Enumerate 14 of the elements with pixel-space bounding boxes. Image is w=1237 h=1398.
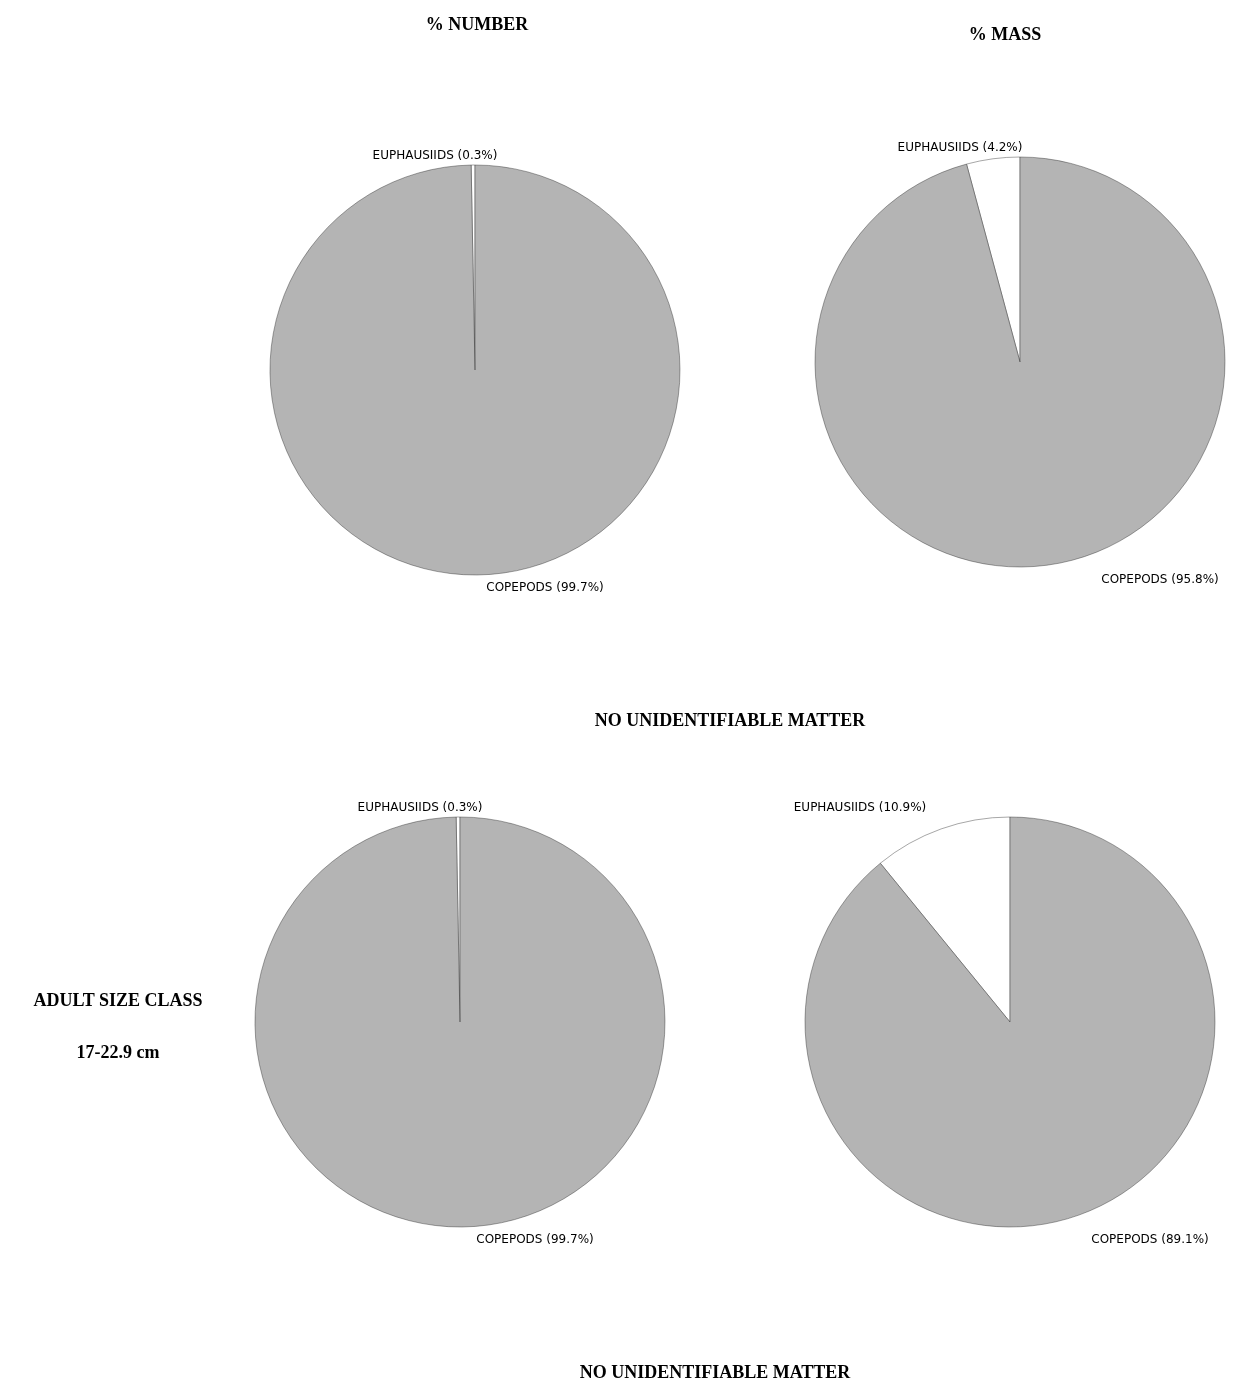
text: ADULT SIZE CLASS [33, 990, 203, 1010]
chart-title: % MASS [968, 24, 1042, 44]
slice-label: COPEPODS (99.7%) [476, 1232, 594, 1246]
slice-label: COPEPODS (99.7%) [486, 580, 604, 594]
slice-label: EUPHAUSIIDS (10.9%) [793, 800, 927, 814]
slice-label: COPEPODS (89.1%) [1091, 1232, 1209, 1246]
slice-label: EUPHAUSIIDS (0.3%) [372, 148, 498, 162]
text: NO UNIDENTIFIABLE MATTER [594, 710, 867, 730]
text: 17-22.9 cm [76, 1042, 160, 1062]
slice-label: COPEPODS (95.8%) [1101, 572, 1219, 586]
slice-label: EUPHAUSIIDS (0.3%) [357, 800, 483, 814]
text: NO UNIDENTIFIABLE MATTER [579, 1362, 852, 1382]
chart-title: % NUMBER [425, 14, 530, 34]
slice-label: EUPHAUSIIDS (4.2%) [897, 140, 1023, 154]
